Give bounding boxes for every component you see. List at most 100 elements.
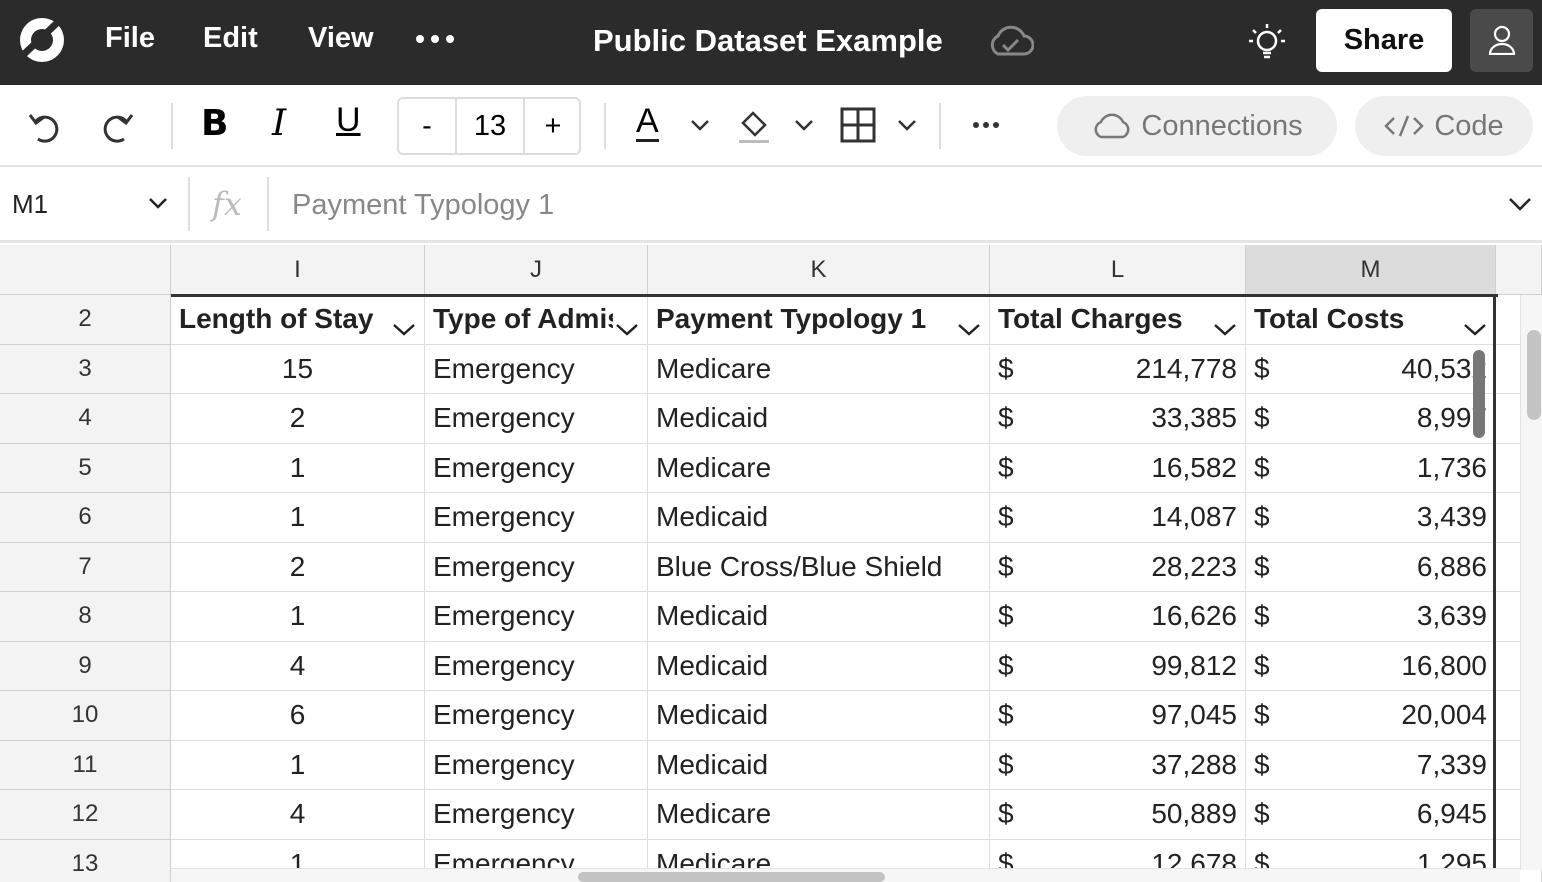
header-cell[interactable]: Total Costs [1246, 295, 1496, 345]
currency-cell[interactable]: $3,439 [1246, 493, 1496, 543]
currency-cell[interactable]: $99,812 [990, 641, 1246, 691]
filter-dropdown[interactable] [392, 323, 416, 337]
filter-dropdown[interactable] [1213, 323, 1237, 337]
account-button[interactable] [1470, 9, 1533, 72]
dropdown[interactable] [148, 197, 168, 211]
code-button[interactable]: Code [1355, 96, 1533, 156]
number-cell[interactable]: 1 [171, 443, 425, 493]
fill-color[interactable] [737, 107, 771, 145]
currency-cell[interactable]: $97,045 [990, 691, 1246, 741]
currency-cell[interactable]: $8,997 [1246, 394, 1496, 444]
row-header[interactable]: 7 [0, 542, 171, 592]
vertical-scrollbar[interactable] [1520, 295, 1542, 870]
number-cell[interactable]: 1 [171, 592, 425, 642]
number-cell[interactable]: 2 [171, 394, 425, 444]
text-cell[interactable]: Medicaid [648, 641, 990, 691]
column-header[interactable]: I [171, 245, 425, 295]
text-cell[interactable]: Emergency [425, 740, 648, 790]
text-cell[interactable]: Emergency [425, 493, 648, 543]
number-cell[interactable]: 4 [171, 790, 425, 840]
currency-cell[interactable]: $214,778 [990, 344, 1246, 394]
vertical-scroll-thumb[interactable] [1527, 330, 1541, 420]
filter-icon[interactable] [615, 312, 639, 344]
text-cell[interactable]: Medicaid [648, 394, 990, 444]
currency-cell[interactable]: $16,626 [990, 592, 1246, 642]
column-header[interactable]: J [425, 245, 648, 295]
filter-icon[interactable] [957, 312, 981, 344]
underline-button[interactable]: U [336, 101, 361, 139]
currency-cell[interactable]: $14,087 [990, 493, 1246, 543]
horizontal-scroll-thumb[interactable] [578, 872, 885, 882]
filter-dropdown[interactable] [1463, 323, 1487, 337]
currency-cell[interactable]: $7,339 [1246, 740, 1496, 790]
header-cell[interactable]: Payment Typology 1 [648, 295, 990, 345]
currency-cell[interactable]: $37,288 [990, 740, 1246, 790]
row-header[interactable]: 8 [0, 592, 171, 642]
header-cell[interactable]: Total Charges [990, 295, 1246, 345]
connections-button[interactable]: Connections [1057, 96, 1337, 156]
expand-formula[interactable] [1508, 197, 1532, 213]
cell-reference[interactable]: M1 [12, 189, 49, 219]
italic-button[interactable]: I [272, 103, 287, 144]
dropdown[interactable] [897, 119, 917, 133]
bold-button[interactable]: B [201, 103, 229, 144]
text-cell[interactable]: Emergency [425, 443, 648, 493]
text-cell[interactable]: Medicaid [648, 592, 990, 642]
formula-input[interactable]: Payment Typology 1 [292, 189, 555, 221]
filter-dropdown[interactable] [957, 323, 981, 337]
logo[interactable] [18, 16, 66, 64]
text-cell[interactable]: Emergency [425, 641, 648, 691]
font-size[interactable]: 13 [455, 99, 525, 153]
currency-cell[interactable]: $16,800 [1246, 641, 1496, 691]
text-cell[interactable]: Medicaid [648, 691, 990, 741]
currency-cell[interactable]: $3,639 [1246, 592, 1496, 642]
number-cell[interactable]: 15 [171, 344, 425, 394]
text-cell[interactable]: Medicaid [648, 493, 990, 543]
dropdown[interactable] [690, 119, 710, 133]
header-cell[interactable]: Length of Stay [171, 295, 425, 345]
more-tools[interactable] [972, 121, 1000, 129]
redo[interactable] [96, 107, 136, 147]
text-cell[interactable]: Blue Cross/Blue Shield [648, 542, 990, 592]
inner-scroll-thumb[interactable] [1473, 350, 1485, 438]
currency-cell[interactable]: $16,582 [990, 443, 1246, 493]
borders[interactable] [840, 107, 876, 143]
text-cell[interactable]: Emergency [425, 790, 648, 840]
currency-cell[interactable]: $28,223 [990, 542, 1246, 592]
number-cell[interactable]: 4 [171, 641, 425, 691]
currency-cell[interactable]: $20,004 [1246, 691, 1496, 741]
number-cell[interactable]: 1 [171, 493, 425, 543]
column-header[interactable]: K [648, 245, 990, 295]
text-cell[interactable]: Emergency [425, 542, 648, 592]
document-title[interactable]: Public Dataset Example [593, 23, 943, 58]
font-decrease[interactable]: - [422, 109, 432, 142]
menu-view[interactable]: View [308, 22, 374, 54]
column-header[interactable]: M [1246, 245, 1496, 295]
row-header[interactable]: 5 [0, 443, 171, 493]
menu-file[interactable]: File [105, 22, 155, 54]
number-cell[interactable]: 6 [171, 691, 425, 741]
text-cell[interactable]: Emergency [425, 592, 648, 642]
text-cell[interactable]: Medicare [648, 344, 990, 394]
row-header[interactable]: 13 [0, 839, 171, 882]
row-header[interactable]: 6 [0, 493, 171, 543]
number-cell[interactable]: 1 [171, 740, 425, 790]
theme-toggle[interactable] [1248, 22, 1286, 62]
filter-icon[interactable] [1463, 312, 1487, 344]
text-cell[interactable]: Medicare [648, 443, 990, 493]
filter-dropdown[interactable] [615, 323, 639, 337]
row-header[interactable]: 2 [0, 295, 171, 345]
text-cell[interactable]: Emergency [425, 344, 648, 394]
row-header[interactable]: 12 [0, 790, 171, 840]
text-cell[interactable]: Medicaid [648, 740, 990, 790]
more-menu[interactable] [415, 32, 455, 46]
filter-icon[interactable] [392, 312, 416, 344]
row-header[interactable]: 3 [0, 344, 171, 394]
row-header[interactable]: 10 [0, 691, 171, 741]
currency-cell[interactable]: $6,886 [1246, 542, 1496, 592]
filter-icon[interactable] [1213, 312, 1237, 344]
currency-cell[interactable]: $1,736 [1246, 443, 1496, 493]
undo[interactable] [26, 107, 66, 147]
column-header[interactable]: L [990, 245, 1246, 295]
text-cell[interactable]: Emergency [425, 394, 648, 444]
